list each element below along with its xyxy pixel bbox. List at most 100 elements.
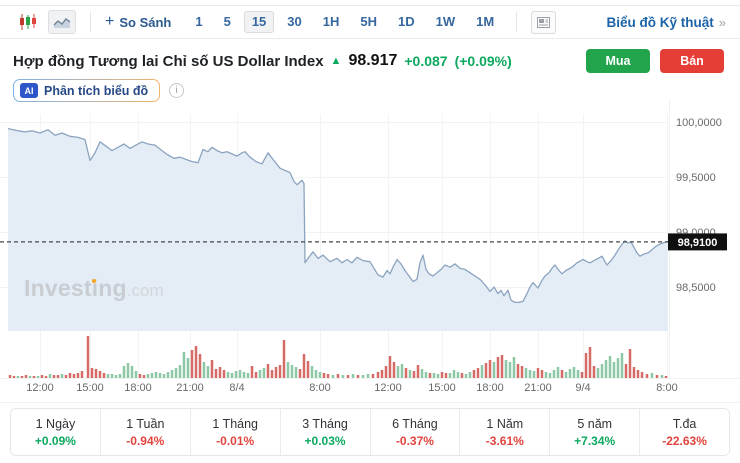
x-axis-label: 12:00 [374, 382, 402, 394]
timeframe-5h[interactable]: 5H [352, 11, 385, 33]
volume-bar [214, 369, 218, 378]
compare-label: So Sánh [119, 14, 172, 30]
volume-bar [150, 373, 154, 378]
volume-bar [234, 371, 238, 378]
volume-bar [254, 372, 258, 378]
volume-bar [412, 371, 416, 378]
volume-bar [448, 373, 452, 378]
volume-bar [572, 367, 576, 378]
sell-button[interactable]: Bán [660, 49, 724, 73]
performance-period[interactable]: 1 Ngày +0.09% [11, 409, 101, 455]
performance-period[interactable]: 1 Tháng -0.01% [190, 409, 281, 455]
volume-bar [420, 369, 424, 378]
volume-bar [632, 367, 636, 378]
chart-area: 100,0000 99,5000 99,0000 98,5000 12:00 15:00 1… [0, 100, 740, 400]
volume-bar [600, 364, 604, 378]
y-axis-label: 98,5000 [676, 282, 716, 294]
volume-bar [532, 371, 536, 378]
volume-bar [544, 372, 548, 378]
area-glyph [53, 18, 71, 28]
volume-bar [258, 370, 262, 378]
volume-bar [400, 364, 404, 378]
volume-bar [564, 372, 568, 378]
volume-bar [576, 370, 580, 378]
volume-bar [48, 374, 52, 378]
volume-bar [28, 376, 32, 378]
volume-bar [86, 336, 90, 378]
volume-bar [384, 366, 388, 378]
performance-period[interactable]: 1 Tuần -0.94% [100, 409, 191, 455]
volume-bar [392, 362, 396, 378]
period-change-value: +0.09% [34, 433, 76, 448]
timeframe-15[interactable]: 15 [243, 10, 275, 34]
volume-bar [122, 366, 126, 378]
volume-bar [396, 366, 400, 378]
compare-button[interactable]: + So Sánh [105, 12, 172, 30]
performance-period[interactable]: 5 năm +7.34% [550, 409, 641, 455]
performance-period[interactable]: 1 Năm -3.61% [460, 409, 551, 455]
period-change-value: +7.34% [574, 433, 616, 448]
timeframe-1m[interactable]: 1M [468, 11, 502, 33]
performance-period[interactable]: T.đa -22.63% [640, 409, 729, 455]
volume-bar [472, 370, 476, 378]
volume-bar [351, 374, 355, 378]
volume-bar [655, 375, 659, 378]
timeframe-30[interactable]: 30 [279, 11, 309, 33]
y-axis-label: 100,0000 [676, 117, 722, 129]
volume-bar [480, 365, 484, 378]
volume-bar [650, 373, 654, 378]
timeframe-1[interactable]: 1 [187, 11, 210, 33]
volume-bar [624, 364, 628, 378]
volume-bar [44, 376, 48, 378]
volume-bar [404, 368, 408, 378]
volume-bar [206, 366, 210, 378]
performance-period[interactable]: 6 Tháng -0.37% [370, 409, 461, 455]
volume-bar [388, 356, 392, 378]
volume-bar [660, 375, 664, 378]
volume-bar [456, 372, 460, 378]
ai-analysis-button[interactable]: AI Phân tích biểu đồ [13, 79, 161, 102]
volume-bar [294, 367, 298, 378]
news-panel-icon[interactable] [531, 10, 557, 34]
x-axis-label: 15:00 [76, 382, 104, 394]
timeframe-1w[interactable]: 1W [428, 11, 464, 33]
volume-bar [198, 354, 202, 378]
volume-bar [286, 362, 290, 378]
volume-bar [516, 364, 520, 378]
volume-bar [640, 372, 644, 378]
volume-bar [238, 370, 242, 378]
performance-period[interactable]: 3 Tháng +0.03% [280, 409, 371, 455]
area-chart-icon[interactable] [48, 10, 76, 34]
volume-bar [98, 371, 102, 378]
technical-chart-link[interactable]: Biểu đồ Kỹ thuật » [607, 15, 726, 30]
quote-header: Hợp đồng Tương lai Chỉ số US Dollar Inde… [13, 47, 724, 75]
volume-bar [326, 374, 330, 378]
x-axis-label: 8:00 [656, 382, 677, 394]
price-line [7, 127, 668, 304]
volume-bar [436, 374, 440, 378]
volume-bar [266, 364, 270, 378]
timeframe-1d[interactable]: 1D [390, 11, 423, 33]
volume-bar [218, 367, 222, 378]
plus-icon: + [105, 12, 115, 30]
volume-bar [512, 357, 516, 378]
volume-bar [190, 350, 194, 378]
buy-button[interactable]: Mua [586, 49, 650, 73]
volume-bar [556, 367, 560, 378]
volume-bar [226, 372, 230, 378]
info-icon[interactable]: i [169, 83, 185, 98]
volume-bar [341, 375, 345, 378]
timeframe-5[interactable]: 5 [216, 11, 239, 33]
ai-row: AI Phân tích biểu đồ i [13, 79, 185, 102]
volume-bar [322, 373, 326, 378]
double-chevron-icon: » [718, 14, 726, 30]
period-change-value: +0.03% [304, 433, 346, 448]
timeframe-1h[interactable]: 1H [315, 11, 348, 33]
period-label: 1 Tuần [126, 416, 165, 431]
volume-bar [452, 370, 456, 378]
volume-bar [90, 368, 94, 378]
candlestick-chart-icon[interactable] [14, 10, 42, 34]
volume-bar [336, 374, 340, 378]
volume-bar [36, 376, 40, 378]
